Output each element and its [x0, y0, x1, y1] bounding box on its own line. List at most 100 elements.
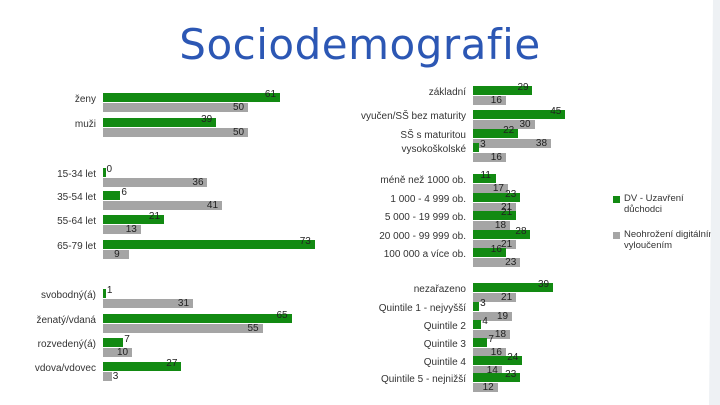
legend-swatch-green	[613, 196, 620, 203]
category-label: Quintile 5 - nejnižší	[380, 374, 466, 385]
category-label: 1 000 - 4 999 ob.	[390, 194, 466, 205]
bar-green	[473, 110, 566, 119]
category-label: 5 000 - 19 999 ob.	[384, 212, 466, 223]
bar-gray	[473, 312, 512, 321]
slide-edge-decoration	[709, 0, 720, 405]
data-label: 31	[177, 298, 190, 309]
data-label: 21	[501, 239, 513, 250]
bar-green	[473, 248, 506, 257]
data-label: 21	[148, 211, 161, 222]
bar-green	[103, 118, 217, 127]
category-label: 55-64 let	[57, 216, 96, 227]
data-label: 3	[112, 371, 119, 382]
data-label: 65	[276, 310, 288, 321]
category-label: rozvedený(á)	[37, 339, 96, 350]
bar-gray	[103, 178, 208, 187]
category-label: méně než 1000 ob.	[380, 175, 466, 186]
bar-gray	[103, 225, 141, 234]
data-label: 21	[501, 202, 513, 213]
legend-item-gray: Neohrožení digitálním vyloučením	[613, 229, 718, 251]
bar-green	[473, 143, 480, 152]
bar-gray	[473, 366, 502, 375]
category-label: 20 000 - 99 999 ob.	[379, 231, 466, 242]
data-label: 61	[264, 89, 277, 100]
bar-gray	[473, 383, 498, 392]
legend-label-gray: Neohrožení digitálním vyloučením	[624, 229, 717, 251]
bar-green	[473, 129, 519, 138]
data-label: 27	[166, 358, 178, 369]
bar-green	[103, 191, 121, 200]
data-label: 16	[490, 244, 502, 255]
data-label: 4	[482, 316, 488, 327]
data-label: 28	[515, 226, 527, 237]
bar-gray	[103, 128, 248, 137]
bar-gray	[103, 324, 263, 333]
bar-gray	[103, 299, 193, 308]
category-label: Quintile 4	[423, 357, 466, 368]
data-label: 12	[482, 382, 494, 393]
data-label: 29	[517, 82, 529, 93]
data-label: 23	[505, 189, 517, 200]
category-label: 100 000 a více ob.	[383, 249, 466, 260]
category-label: ženy	[74, 94, 96, 105]
data-label: 1	[106, 285, 113, 296]
bar-green	[473, 230, 531, 239]
data-label: 0	[106, 164, 113, 175]
bar-gray	[473, 293, 517, 302]
bar-gray	[473, 258, 521, 267]
bar-green	[473, 211, 517, 220]
data-label: 6	[121, 187, 127, 198]
data-label: 9	[114, 249, 120, 260]
category-label: ženatý/vdaná	[36, 315, 97, 326]
legend: DV - Uzavření důchodci Neohrožení digitá…	[613, 193, 718, 265]
data-label: 17	[492, 183, 504, 194]
category-label: Quintile 3	[423, 339, 466, 350]
legend-label-green: DV - Uzavření důchodci	[624, 193, 684, 215]
data-label: 16	[490, 152, 502, 163]
category-label: vysokoškolské	[401, 144, 466, 155]
data-label: 38	[535, 138, 548, 149]
data-label: 14	[486, 365, 498, 376]
bar-green	[103, 240, 315, 249]
category-label: nezařazeno	[413, 284, 466, 295]
data-label: 16	[490, 95, 502, 106]
data-label: 36	[192, 177, 204, 188]
data-label: 22	[503, 125, 515, 136]
data-label: 50	[233, 102, 245, 113]
category-label: 35-54 let	[57, 192, 96, 203]
data-label: 45	[550, 106, 562, 117]
data-label: 55	[247, 323, 259, 334]
category-label: 65-79 let	[57, 241, 96, 252]
data-label: 39	[537, 279, 550, 290]
bar-gray	[473, 96, 506, 105]
data-label: 3	[480, 298, 486, 309]
bar-green	[103, 93, 280, 102]
category-label: Quintile 1 - nejvyšší	[378, 303, 466, 314]
data-label: 11	[480, 170, 491, 181]
data-label: 50	[233, 127, 245, 138]
bar-gray	[473, 120, 535, 129]
bar-green	[473, 320, 482, 329]
data-label: 19	[496, 311, 509, 322]
bar-green	[103, 289, 106, 298]
data-label: 21	[501, 292, 513, 303]
page-title: Sociodemografie	[179, 20, 541, 69]
bar-green	[103, 168, 106, 177]
bar-gray	[473, 203, 517, 212]
bar-gray	[473, 330, 510, 339]
bar-green	[473, 193, 521, 202]
data-label: 41	[206, 200, 219, 211]
data-label: 23	[505, 257, 517, 268]
bar-gray	[103, 201, 222, 210]
data-label: 7	[488, 334, 494, 345]
bar-gray	[473, 139, 551, 148]
bar-green	[103, 362, 182, 371]
category-label: vdova/vdovec	[34, 363, 96, 374]
category-label: základní	[428, 87, 466, 98]
bar-gray	[473, 153, 506, 162]
bar-gray	[473, 240, 517, 249]
category-label: svobodný(á)	[40, 290, 96, 301]
bar-gray	[473, 184, 508, 193]
data-label: 13	[125, 224, 137, 235]
